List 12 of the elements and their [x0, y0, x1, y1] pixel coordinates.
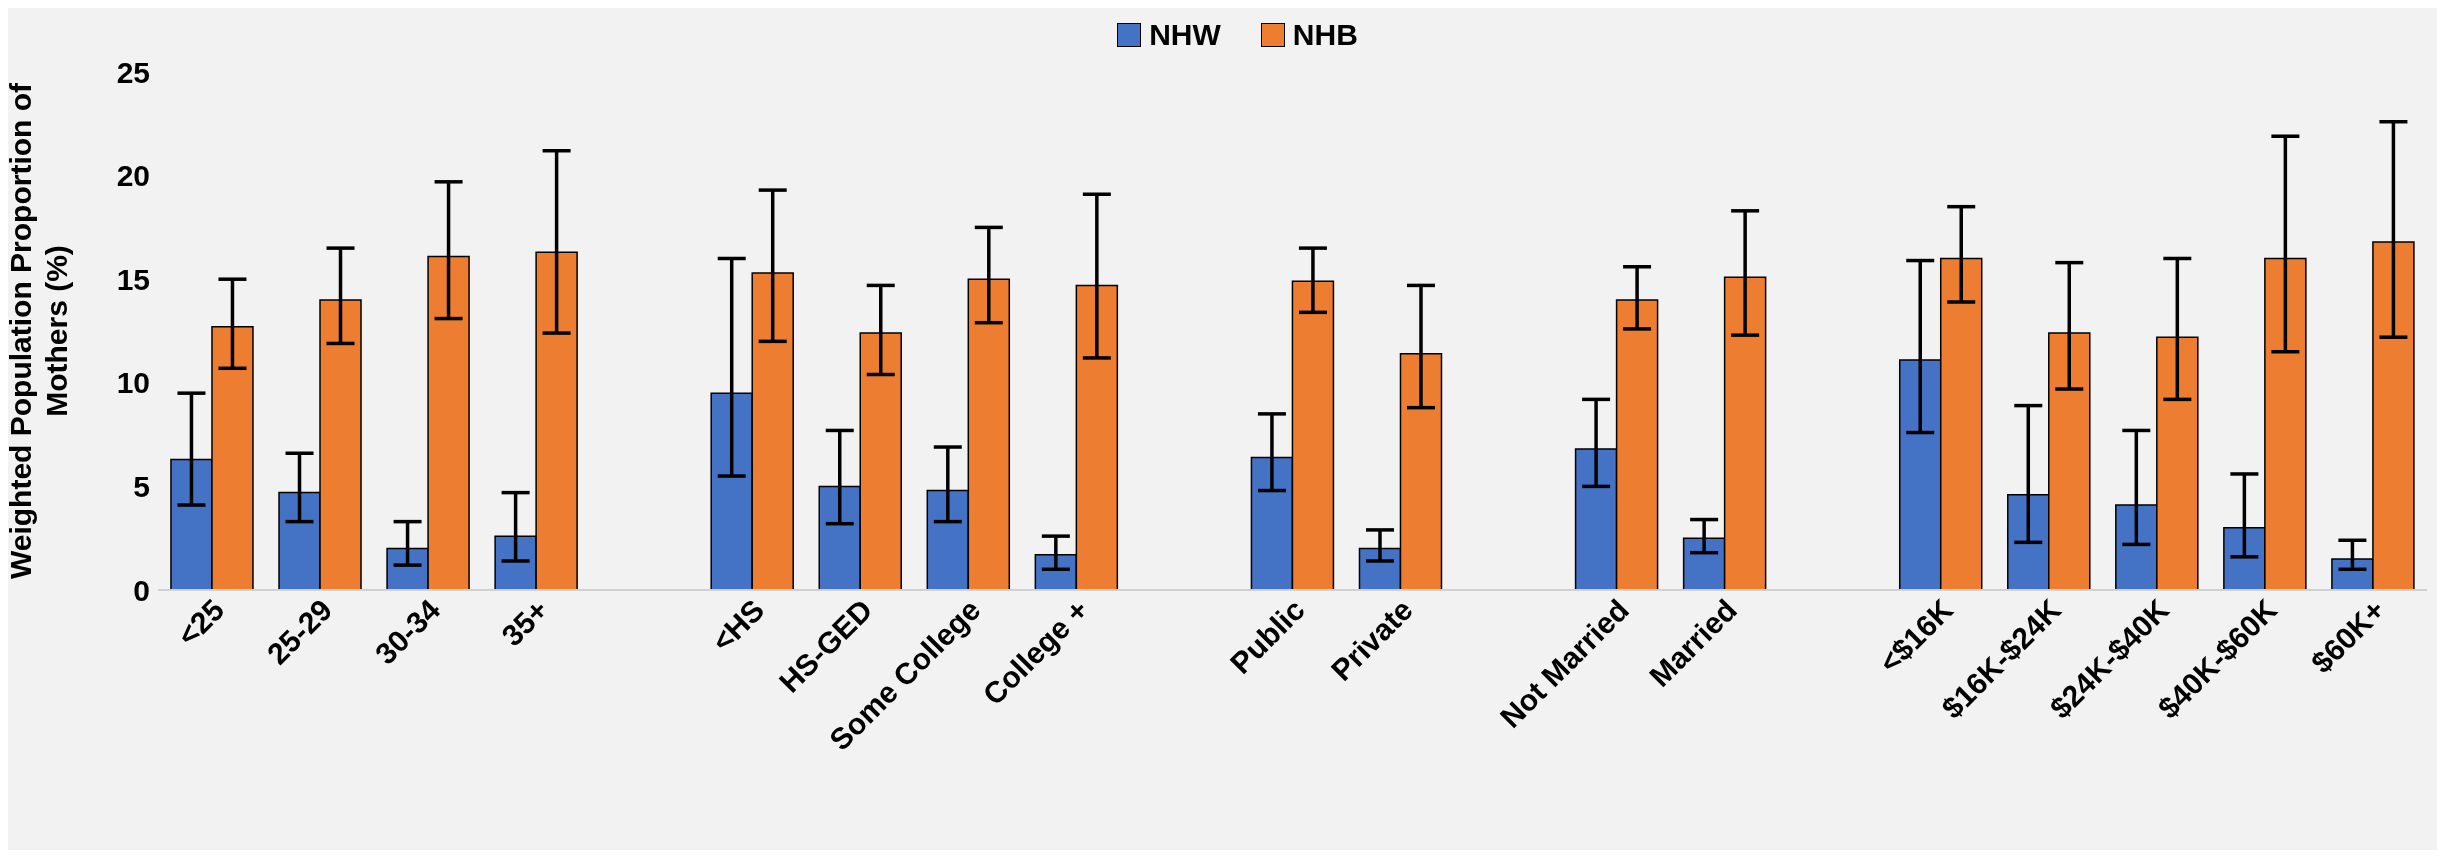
y-tick-label: 25	[116, 55, 150, 89]
y-tick-label: 5	[133, 470, 150, 504]
y-tick-label: 0	[133, 573, 150, 607]
x-tick-label: 35+	[495, 592, 555, 653]
x-tick-label: <HS	[705, 592, 771, 659]
y-tick-label: 10	[116, 366, 150, 400]
x-tick-label: <25	[170, 592, 231, 653]
y-tick-label: 20	[116, 159, 150, 193]
legend-label: NHB	[1291, 18, 1358, 52]
legend-label: NHW	[1148, 18, 1221, 52]
y-axis-title: Weighted Population Proportion of Mothers (%)	[4, 81, 73, 580]
y-tick-label: 15	[116, 262, 150, 296]
